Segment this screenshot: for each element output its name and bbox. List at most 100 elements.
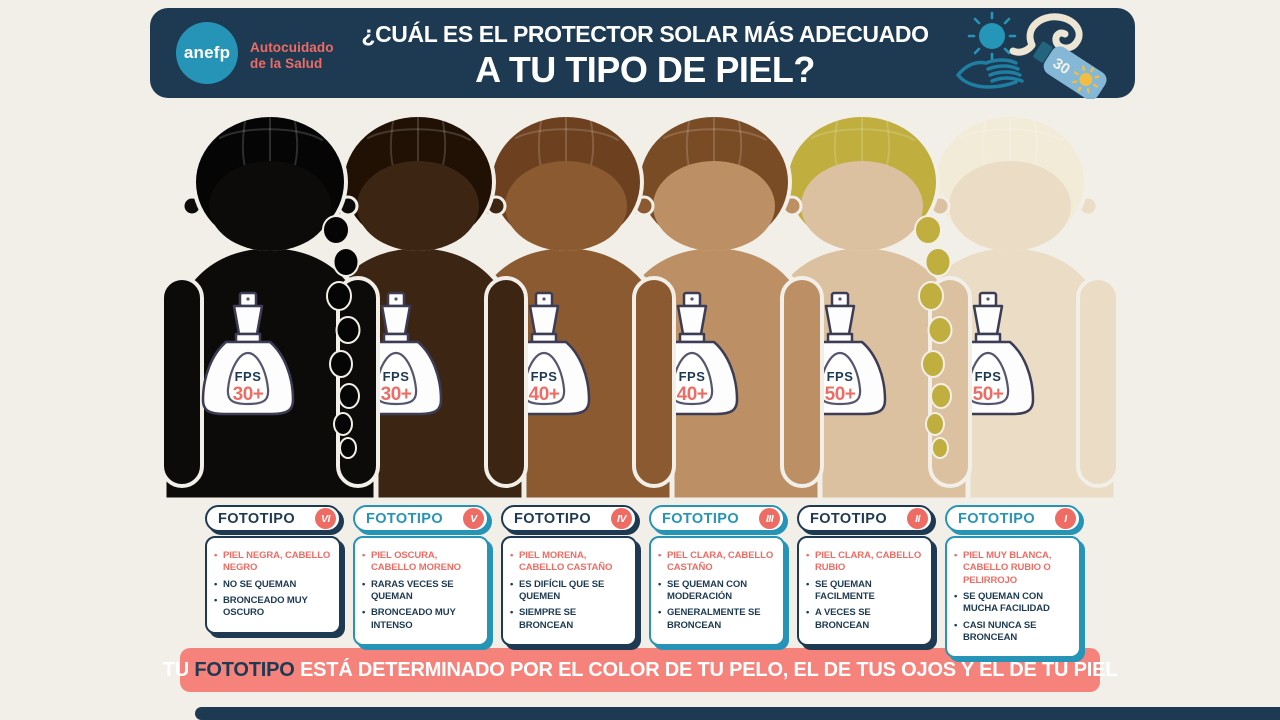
- traits-card: PIEL OSCURA, CABELLO MORENO RARAS VECES …: [353, 536, 489, 647]
- fps-value: 40+: [677, 384, 708, 405]
- traits-card: PIEL NEGRA, CABELLO NEGRO NO SE QUEMAN B…: [205, 536, 341, 634]
- braid: [914, 215, 953, 459]
- info-banner: TU FOTOTIPO ESTÁ DETERMINADO POR EL COLO…: [163, 648, 1117, 692]
- face: [357, 161, 479, 251]
- fototipo-badge: FOTOTIPO V: [353, 505, 489, 532]
- face: [949, 161, 1071, 251]
- trait-item: A VECES SE BRONCEAN: [806, 607, 925, 632]
- trait-item: PIEL NEGRA, CABELLO NEGRO: [214, 550, 333, 575]
- fps-value: 40+: [529, 384, 560, 405]
- traits-card: PIEL CLARA, CABELLO RUBIO SE QUEMAN FACI…: [797, 536, 933, 647]
- fototipo-badge-label: FOTOTIPO: [514, 510, 592, 527]
- face: [653, 161, 775, 251]
- fototipo-badge: FOTOTIPO III: [649, 505, 785, 532]
- tube-spf-text: 30: [1050, 55, 1073, 78]
- trait-item: PIEL MORENA, CABELLO CASTAÑO: [510, 550, 629, 575]
- trait-item: BRONCEADO MUY OSCURO: [214, 595, 333, 620]
- face: [505, 161, 627, 251]
- bottle-label: [226, 351, 270, 406]
- hair-strand: [885, 121, 891, 169]
- fototipo-badge: FOTOTIPO VI: [205, 505, 341, 532]
- hair-strand: [589, 121, 595, 169]
- hair-strand: [663, 128, 767, 141]
- banner-text-prefix: TU: [162, 658, 195, 681]
- traits-card: PIEL MORENA, CABELLO CASTAÑO ES DIFÍCIL …: [501, 536, 637, 647]
- trait-item: SE QUEMAN FACILMENTE: [806, 579, 925, 604]
- footer-bar: [195, 707, 1280, 720]
- trait-item: CASI NUNCA SE BRONCEAN: [954, 620, 1073, 645]
- left-arm: [160, 276, 204, 488]
- traits-card: PIEL CLARA, CABELLO CASTAÑO SE QUEMAN CO…: [649, 536, 785, 647]
- sunscreen-bottle: FPS 30+: [201, 291, 295, 416]
- fototipo-badge-label: FOTOTIPO: [218, 510, 296, 527]
- fps-value: 50+: [825, 384, 856, 405]
- fototipo-badge-label: FOTOTIPO: [810, 510, 888, 527]
- banner-text-highlight: FOTOTIPO: [194, 658, 295, 681]
- header-bar: anefp Autocuidado de la Salud ¿CUÁL ES E…: [150, 8, 1135, 99]
- fototipo-badge: FOTOTIPO II: [797, 505, 933, 532]
- tube-sun-icon: [1072, 65, 1100, 94]
- trait-item: PIEL CLARA, CABELLO CASTAÑO: [658, 550, 777, 575]
- fps-value: 30+: [381, 384, 412, 405]
- brand-line2: de la Salud: [250, 55, 323, 71]
- hair-strand: [219, 128, 323, 141]
- fps-label: FPS: [827, 369, 854, 384]
- banner-text-suffix: ESTÁ DETERMINADO POR EL COLOR DE TU PELO…: [294, 658, 1118, 681]
- fototipo-numeral-badge: V: [463, 508, 484, 529]
- sun-icon: [967, 11, 1017, 61]
- person-illustration: FPS 30+: [160, 113, 380, 500]
- fototipo-numeral-badge: II: [907, 508, 928, 529]
- header-icon-cluster: 30: [956, 11, 1107, 99]
- trait-item: NO SE QUEMAN: [214, 579, 333, 592]
- fototipo-numeral-badge: III: [759, 508, 780, 529]
- fototipo-badge-label: FOTOTIPO: [366, 510, 444, 527]
- trait-item: SE QUEMAN CON MUCHA FACILIDAD: [954, 591, 1073, 616]
- fototipo-badge: FOTOTIPO IV: [501, 505, 637, 532]
- sunscreen-tube-icon: 30: [1033, 41, 1107, 99]
- figure-column: FPS 30+ FOTOTIPO VI: [150, 110, 390, 634]
- trait-item: SE QUEMAN CON MODERACIÓN: [658, 579, 777, 604]
- trait-item: PIEL MUY BLANCA, CABELLO RUBIO O PELIRRO…: [954, 550, 1073, 587]
- title-line2: A TU TIPO DE PIEL?: [475, 49, 815, 90]
- fps-value: 50+: [973, 384, 1004, 405]
- trait-item: SIEMPRE SE BRONCEAN: [510, 607, 629, 632]
- right-arm: [1076, 276, 1120, 488]
- fototipo-badge-label: FOTOTIPO: [662, 510, 740, 527]
- anefp-logo: anefp: [176, 22, 238, 84]
- trait-item: GENERALMENTE SE BRONCEAN: [658, 607, 777, 632]
- right-arm: [780, 276, 824, 488]
- face: [801, 161, 923, 251]
- page-title: ¿CUÁL ES EL PROTECTOR SOLAR MÁS ADECUADO…: [320, 19, 970, 91]
- logo-text: anefp: [183, 43, 231, 62]
- trait-item: BRONCEADO MUY INTENSO: [362, 607, 481, 632]
- fps-label: FPS: [975, 369, 1002, 384]
- trait-item: PIEL OSCURA, CABELLO MORENO: [362, 550, 481, 575]
- trait-item: RARAS VECES SE QUEMAN: [362, 579, 481, 604]
- hair-strand: [811, 128, 915, 141]
- fps-label: FPS: [235, 369, 262, 384]
- fototipo-numeral-badge: VI: [315, 508, 336, 529]
- fps-label: FPS: [531, 369, 558, 384]
- fps-label: FPS: [679, 369, 706, 384]
- hair-strand: [1033, 121, 1039, 169]
- trait-item: ES DIFÍCIL QUE SE QUEMEN: [510, 579, 629, 604]
- figure-column: FPS 40+ FOTOTIPO III PIEL CLARA, CABELLO…: [594, 110, 834, 647]
- hair-strand: [441, 121, 447, 169]
- brand-name: Autocuidado de la Salud: [250, 40, 334, 71]
- face: [209, 161, 331, 251]
- hand-icon: [956, 58, 1024, 89]
- hair-strand: [293, 121, 299, 169]
- fototipo-badge-label: FOTOTIPO: [958, 510, 1036, 527]
- cream-swirl-icon: [1009, 13, 1083, 56]
- trait-item: PIEL CLARA, CABELLO RUBIO: [806, 550, 925, 575]
- right-arm: [484, 276, 528, 488]
- fps-value: 30+: [233, 384, 264, 405]
- traits-card: PIEL MUY BLANCA, CABELLO RUBIO O PELIRRO…: [945, 536, 1081, 659]
- brand-line1: Autocuidado: [250, 40, 334, 55]
- hair-strand: [959, 128, 1063, 141]
- hair-strand: [367, 128, 471, 141]
- bottle-spray-head: [232, 304, 264, 336]
- fototipo-numeral-badge: I: [1055, 508, 1076, 529]
- fototipo-badge: FOTOTIPO I: [945, 505, 1081, 532]
